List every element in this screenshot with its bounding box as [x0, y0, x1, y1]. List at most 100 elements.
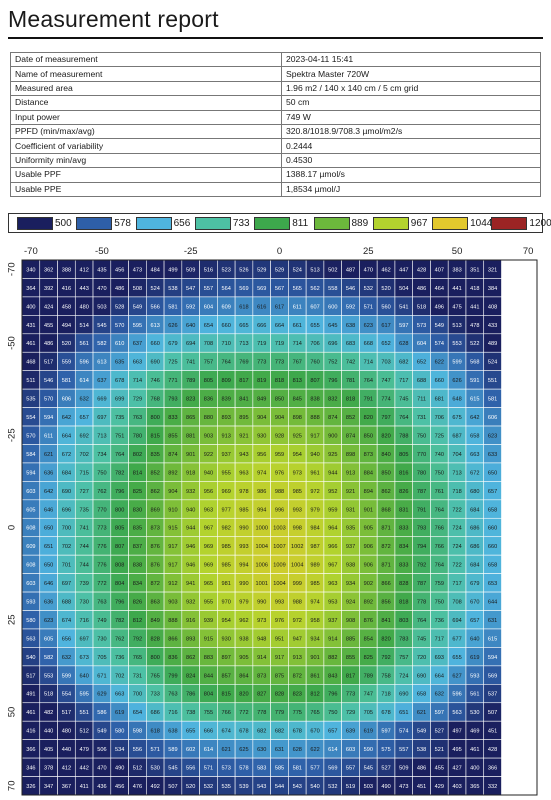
- cell-value: 603: [346, 747, 355, 753]
- cell-value: 868: [381, 507, 390, 513]
- cell-value: 974: [257, 470, 266, 476]
- info-label: Usable PPF: [10, 167, 282, 183]
- cell-value: 823: [186, 397, 195, 403]
- cell-value: 776: [97, 544, 106, 550]
- cell-value: 640: [79, 673, 88, 679]
- cell-value: 872: [151, 581, 160, 587]
- cell-value: 589: [168, 747, 177, 753]
- cell-value: 546: [44, 378, 53, 384]
- cell-value: 567: [275, 286, 284, 292]
- cell-value: 922: [204, 452, 213, 458]
- cell-value: 608: [26, 526, 35, 532]
- cell-value: 717: [435, 636, 444, 642]
- cell-value: 701: [62, 563, 71, 569]
- cell-value: 903: [204, 433, 213, 439]
- cell-value: 906: [364, 544, 373, 550]
- info-label: Uniformity min/avg: [10, 152, 282, 169]
- cell-value: 549: [435, 323, 444, 329]
- cell-value: 606: [62, 397, 71, 403]
- cell-value: 800: [115, 507, 124, 513]
- cell-value: 745: [417, 636, 426, 642]
- cell-value: 994: [239, 563, 248, 569]
- cell-value: 625: [239, 747, 248, 753]
- cell-value: 535: [26, 397, 35, 403]
- cell-value: 490: [381, 784, 390, 790]
- cell-value: 862: [151, 489, 160, 495]
- info-value: 749 W: [281, 109, 541, 125]
- x-tick-label: -70: [24, 246, 38, 257]
- cell-value: 708: [204, 341, 213, 347]
- cell-value: 762: [115, 636, 124, 642]
- cell-value: 666: [257, 323, 266, 329]
- cell-value: 680: [470, 489, 479, 495]
- cell-value: 688: [62, 599, 71, 605]
- cell-value: 717: [399, 378, 408, 384]
- cell-value: 917: [310, 433, 319, 439]
- cell-value: 663: [133, 360, 142, 366]
- cell-value: 969: [204, 544, 213, 550]
- cell-value: 763: [97, 599, 106, 605]
- cell-value: 738: [186, 710, 195, 716]
- cell-value: 503: [97, 304, 106, 310]
- cell-value: 521: [435, 747, 444, 753]
- cell-value: 772: [239, 710, 248, 716]
- cell-value: 706: [435, 415, 444, 421]
- cell-value: 618: [239, 304, 248, 310]
- cell-value: 609: [222, 304, 231, 310]
- cell-value: 441: [470, 304, 479, 310]
- cell-value: 605: [44, 636, 53, 642]
- cell-value: 682: [257, 729, 266, 735]
- info-value: 320.8/1018.9/708.3 µmol/m2/s: [281, 123, 541, 140]
- cell-value: 820: [364, 415, 373, 421]
- cell-value: 585: [275, 766, 284, 772]
- cell-value: 690: [62, 489, 71, 495]
- cell-value: 716: [168, 710, 177, 716]
- cell-value: 326: [26, 784, 35, 790]
- cell-value: 773: [346, 692, 355, 698]
- cell-value: 642: [62, 415, 71, 421]
- cell-value: 993: [275, 599, 284, 605]
- cell-value: 366: [26, 747, 35, 753]
- cell-value: 551: [79, 710, 88, 716]
- cell-value: 621: [44, 452, 53, 458]
- cell-value: 645: [328, 323, 337, 329]
- cell-value: 497: [452, 729, 461, 735]
- cell-value: 648: [452, 397, 461, 403]
- cell-value: 388: [62, 267, 71, 273]
- cell-value: 733: [151, 692, 160, 698]
- cell-value: 866: [381, 581, 390, 587]
- cell-value: 603: [26, 489, 35, 495]
- cell-value: 741: [186, 360, 195, 366]
- cell-value: 671: [97, 673, 106, 679]
- cell-value: 407: [435, 267, 444, 273]
- cell-value: 824: [186, 673, 195, 679]
- title-divider: [8, 37, 543, 39]
- cell-value: 988: [275, 489, 284, 495]
- cell-value: 656: [62, 636, 71, 642]
- cell-value: 487: [346, 267, 355, 273]
- cell-value: 828: [151, 636, 160, 642]
- color-legend: 500 578 656 733 811 889 967 1044 1200: [8, 213, 551, 233]
- cell-value: 818: [346, 397, 355, 403]
- cell-value: 618: [151, 729, 160, 735]
- cell-value: 833: [168, 415, 177, 421]
- cell-value: 566: [151, 304, 160, 310]
- cell-value: 930: [222, 636, 231, 642]
- cell-value: 796: [328, 692, 337, 698]
- cell-value: 469: [470, 729, 479, 735]
- cell-value: 996: [275, 507, 284, 513]
- cell-value: 616: [257, 304, 266, 310]
- cell-value: 651: [44, 544, 53, 550]
- cell-value: 614: [79, 378, 88, 384]
- legend-swatch: [491, 217, 528, 230]
- cell-value: 764: [222, 360, 231, 366]
- cell-value: 464: [435, 286, 444, 292]
- cell-value: 563: [26, 636, 35, 642]
- cell-value: 608: [26, 563, 35, 569]
- cell-value: 708: [452, 599, 461, 605]
- cell-value: 690: [151, 360, 160, 366]
- cell-value: 746: [151, 378, 160, 384]
- cell-value: 637: [133, 341, 142, 347]
- cell-value: 627: [452, 673, 461, 679]
- cell-value: 816: [399, 470, 408, 476]
